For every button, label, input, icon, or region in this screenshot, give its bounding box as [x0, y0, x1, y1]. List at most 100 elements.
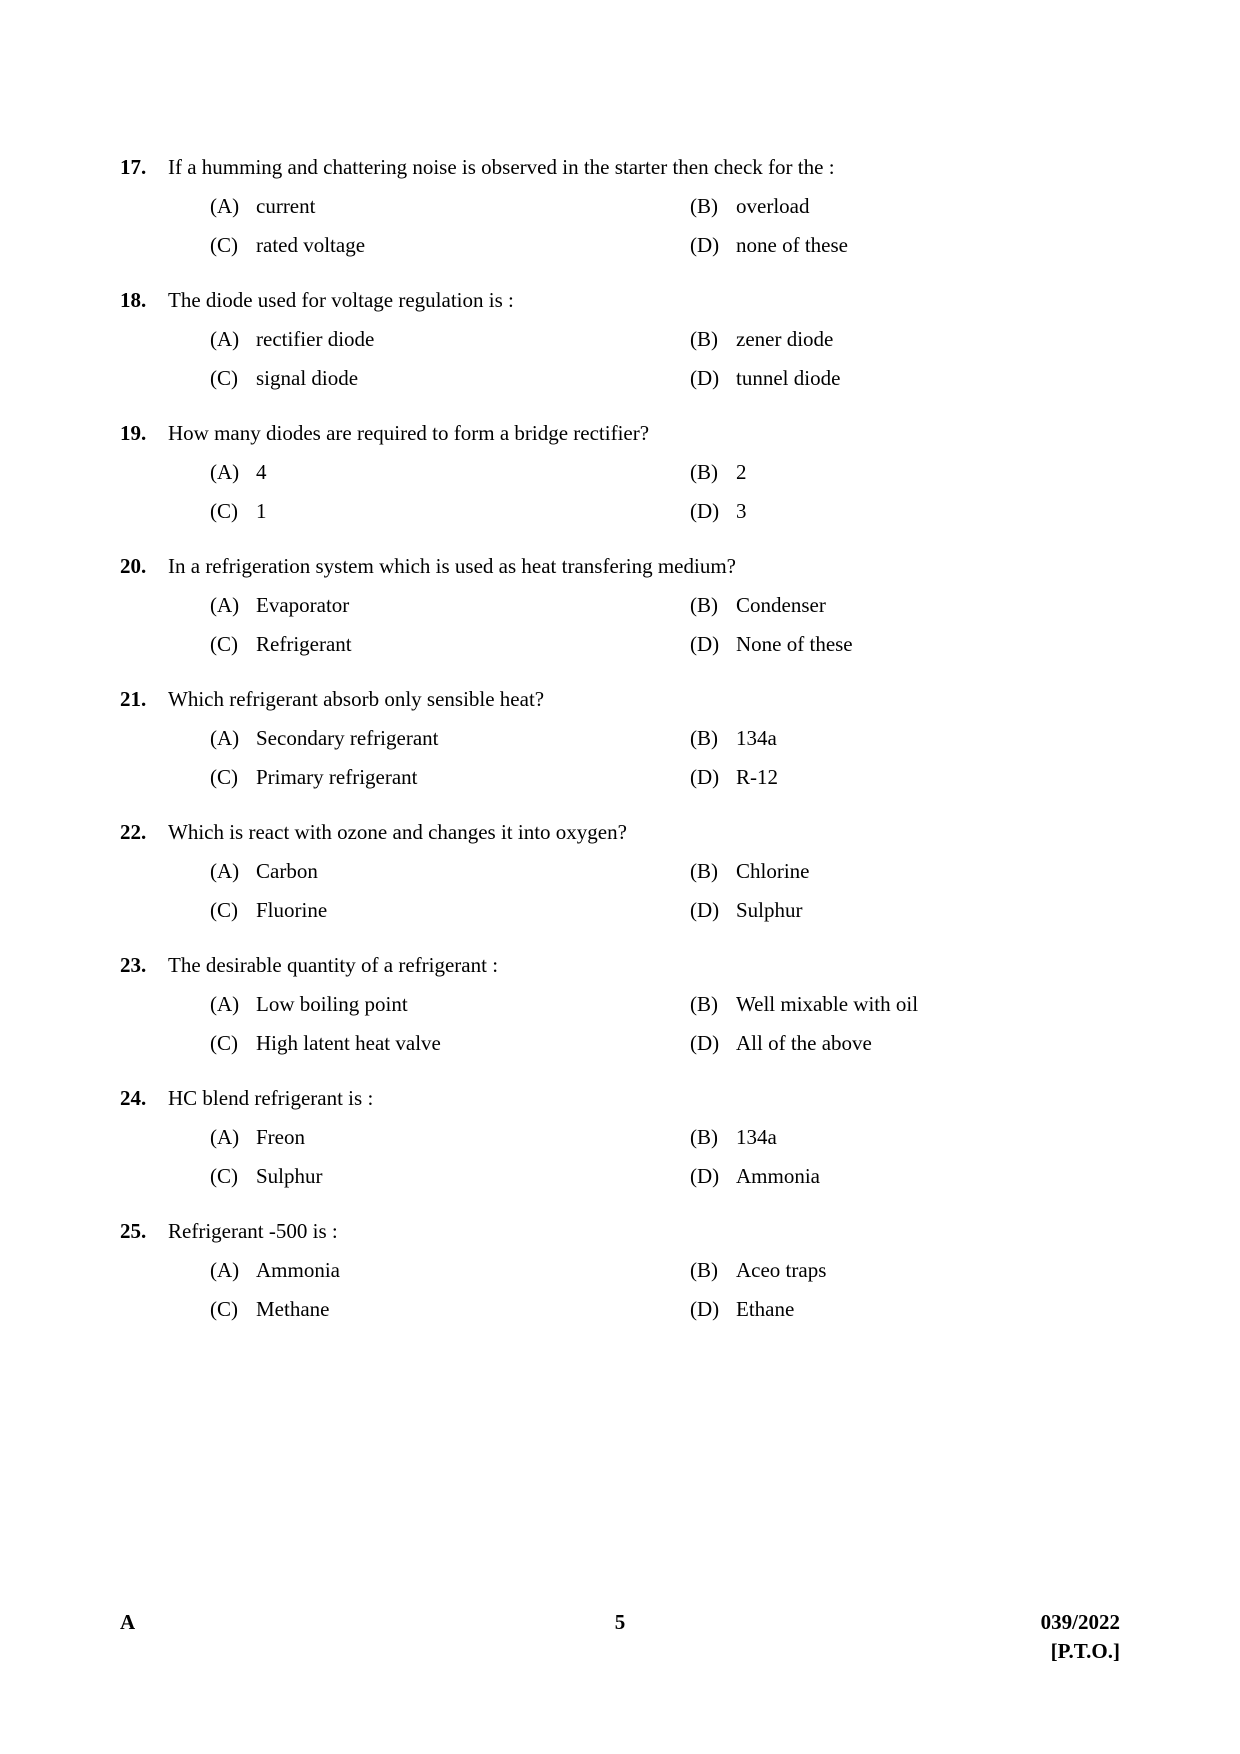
- option-row: (C)Primary refrigerant(D)R-12: [210, 765, 1120, 790]
- option-label: (C): [210, 1031, 256, 1056]
- question-text: In a refrigeration system which is used …: [168, 554, 1120, 579]
- option: (D)All of the above: [690, 1031, 1120, 1056]
- option-row: (C)Refrigerant(D)None of these: [210, 632, 1120, 657]
- footer-page-number: 5: [615, 1610, 626, 1635]
- question: 20.In a refrigeration system which is us…: [120, 554, 1120, 657]
- option-label: (C): [210, 765, 256, 790]
- option-label: (B): [690, 460, 736, 485]
- option-text: Secondary refrigerant: [256, 726, 690, 751]
- option-text: Refrigerant: [256, 632, 690, 657]
- question-number: 25.: [120, 1219, 168, 1244]
- question-row: 24.HC blend refrigerant is :: [120, 1086, 1120, 1111]
- option-text: Sulphur: [736, 898, 1120, 923]
- question-text: Which refrigerant absorb only sensible h…: [168, 687, 1120, 712]
- question: 19.How many diodes are required to form …: [120, 421, 1120, 524]
- option-row: (A)Low boiling point(B)Well mixable with…: [210, 992, 1120, 1017]
- option-text: tunnel diode: [736, 366, 1120, 391]
- options-block: (A)Secondary refrigerant(B)134a (C)Primar…: [120, 726, 1120, 790]
- option: (C)Methane: [210, 1297, 690, 1322]
- option-text: zener diode: [736, 327, 1120, 352]
- option-text: Condenser: [736, 593, 1120, 618]
- option-text: Primary refrigerant: [256, 765, 690, 790]
- option-label: (A): [210, 726, 256, 751]
- option-label: (B): [690, 194, 736, 219]
- option: (B)2: [690, 460, 1120, 485]
- option-label: (D): [690, 765, 736, 790]
- option-label: (A): [210, 992, 256, 1017]
- option-label: (B): [690, 1258, 736, 1283]
- option-text: High latent heat valve: [256, 1031, 690, 1056]
- option-label: (B): [690, 726, 736, 751]
- question-text: HC blend refrigerant is :: [168, 1086, 1120, 1111]
- option: (B)134a: [690, 726, 1120, 751]
- option-label: (A): [210, 194, 256, 219]
- option-label: (A): [210, 327, 256, 352]
- question: 21.Which refrigerant absorb only sensibl…: [120, 687, 1120, 790]
- option: (A)Low boiling point: [210, 992, 690, 1017]
- option-row: (C)High latent heat valve(D)All of the a…: [210, 1031, 1120, 1056]
- option-label: (A): [210, 1258, 256, 1283]
- option-label: (D): [690, 499, 736, 524]
- options-block: (A)Carbon(B)Chlorine (C)Fluorine(D)Sulphu…: [120, 859, 1120, 923]
- option: (A)rectifier diode: [210, 327, 690, 352]
- option-label: (C): [210, 1164, 256, 1189]
- option: (D)None of these: [690, 632, 1120, 657]
- option-text: Ethane: [736, 1297, 1120, 1322]
- option: (B)Aceo traps: [690, 1258, 1120, 1283]
- option-text: Low boiling point: [256, 992, 690, 1017]
- question: 18.The diode used for voltage regulation…: [120, 288, 1120, 391]
- option-label: (D): [690, 1164, 736, 1189]
- option-label: (C): [210, 898, 256, 923]
- option-label: (D): [690, 366, 736, 391]
- option-row: (A)Evaporator(B)Condenser: [210, 593, 1120, 618]
- option-row: (A)Freon(B)134a: [210, 1125, 1120, 1150]
- question: 17.If a humming and chattering noise is …: [120, 155, 1120, 258]
- option-text: Aceo traps: [736, 1258, 1120, 1283]
- option-text: Sulphur: [256, 1164, 690, 1189]
- option: (B)134a: [690, 1125, 1120, 1150]
- option-text: Fluorine: [256, 898, 690, 923]
- option: (D)3: [690, 499, 1120, 524]
- option: (D)Ammonia: [690, 1164, 1120, 1189]
- question-text: Refrigerant -500 is :: [168, 1219, 1120, 1244]
- option-text: rectifier diode: [256, 327, 690, 352]
- option-row: (A)rectifier diode(B)zener diode: [210, 327, 1120, 352]
- question-row: 20.In a refrigeration system which is us…: [120, 554, 1120, 579]
- option: (A)4: [210, 460, 690, 485]
- option-row: (C)Methane(D)Ethane: [210, 1297, 1120, 1322]
- option-label: (B): [690, 1125, 736, 1150]
- option-label: (D): [690, 1031, 736, 1056]
- question: 25.Refrigerant -500 is : (A)Ammonia(B)Ace…: [120, 1219, 1120, 1322]
- option-label: (D): [690, 632, 736, 657]
- options-block: (A)Freon(B)134a (C)Sulphur(D)Ammonia: [120, 1125, 1120, 1189]
- option: (A)Freon: [210, 1125, 690, 1150]
- option-row: (A)Carbon(B)Chlorine: [210, 859, 1120, 884]
- option-row: (A)Secondary refrigerant(B)134a: [210, 726, 1120, 751]
- question: 22.Which is react with ozone and changes…: [120, 820, 1120, 923]
- option-label: (B): [690, 992, 736, 1017]
- option: (D)Ethane: [690, 1297, 1120, 1322]
- option-text: Ammonia: [256, 1258, 690, 1283]
- option-row: (A)current(B)overload: [210, 194, 1120, 219]
- option: (B)Condenser: [690, 593, 1120, 618]
- option-label: (B): [690, 593, 736, 618]
- footer-pto: [P.T.O.]: [1041, 1639, 1120, 1664]
- question-text: The desirable quantity of a refrigerant …: [168, 953, 1120, 978]
- option: (C)Refrigerant: [210, 632, 690, 657]
- question-text: How many diodes are required to form a b…: [168, 421, 1120, 446]
- question-text: The diode used for voltage regulation is…: [168, 288, 1120, 313]
- option: (B)overload: [690, 194, 1120, 219]
- options-block: (A)4(B)2(C)1(D)3: [120, 460, 1120, 524]
- option: (D)Sulphur: [690, 898, 1120, 923]
- question-number: 21.: [120, 687, 168, 712]
- option-text: 2: [736, 460, 1120, 485]
- option-text: Methane: [256, 1297, 690, 1322]
- option-text: overload: [736, 194, 1120, 219]
- option-label: (B): [690, 327, 736, 352]
- footer-right-block: 039/2022 [P.T.O.]: [1041, 1610, 1120, 1664]
- option-row: (A)4(B)2: [210, 460, 1120, 485]
- question-number: 22.: [120, 820, 168, 845]
- option-label: (D): [690, 1297, 736, 1322]
- question-number: 23.: [120, 953, 168, 978]
- questions-container: 17.If a humming and chattering noise is …: [120, 155, 1120, 1322]
